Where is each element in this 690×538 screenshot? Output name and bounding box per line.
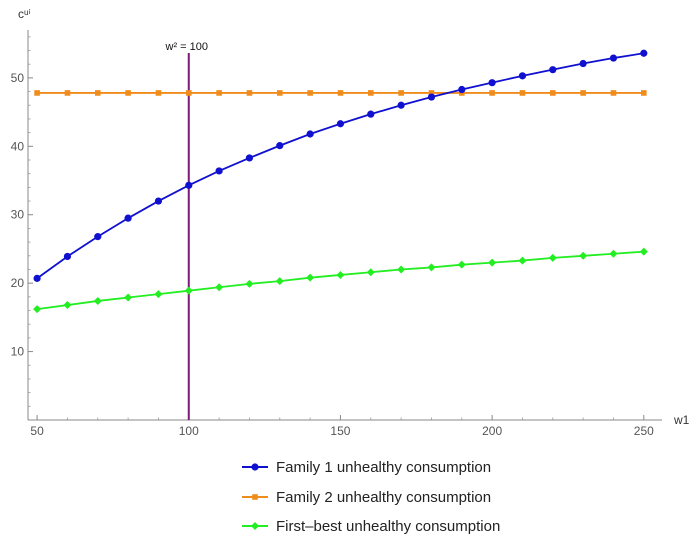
series-1-point [306,130,314,138]
series-2-point [307,90,313,96]
series-2-point [640,90,647,96]
x-tick-label: 100 [179,424,199,438]
series-2 [34,90,647,96]
series-3-point [33,305,42,314]
legend-swatch-marker-1 [251,463,259,471]
series-2-point [489,90,495,96]
y-tick-label: 50 [11,71,25,85]
series-3-point [306,273,315,282]
legend-swatch-marker-3 [251,522,259,530]
series-group [33,49,648,314]
series-2-point [64,90,71,96]
series-1-point [518,72,527,80]
series-3-point [366,268,375,277]
series-3-point [63,301,72,310]
series-3-point [488,258,497,267]
axes: 50 100 150 200 250 10 20 30 40 50 w1 cᵘⁱ [11,7,690,438]
series-2-point [185,90,192,96]
series-3-point [457,260,466,269]
series-1-point [458,85,466,94]
series-1 [33,49,648,282]
series-3-point [579,251,588,260]
series-2-point [519,90,526,96]
x-tick-label: 250 [634,424,654,438]
series-1-line [36,52,644,280]
x-tick-label: 200 [482,424,502,438]
series-2-point [155,90,162,96]
series-1-point [640,49,648,57]
series-3-point [548,253,557,262]
series-3-point [336,270,345,279]
y-tick-label: 30 [11,208,25,222]
y-tick-label: 10 [11,345,25,359]
series-1-point [215,167,223,175]
series-2-point [549,90,556,96]
series-1-point [367,110,375,118]
series-3-point [275,277,284,286]
x-axis-label: w1 [673,413,690,427]
annotations: w² = 100 [165,41,209,420]
legend-entry-3: First–best unhealthy consumption [276,518,500,535]
series-2-point [125,90,131,96]
series-1-point [94,233,102,241]
series-1-point [276,142,284,150]
series-3-point [184,286,193,295]
series-2-point [246,90,253,96]
series-3-point [93,296,102,305]
series-1-point [397,101,405,109]
series-3-point [639,247,648,256]
series-1-point [549,66,557,74]
y-axis-label: cᵘⁱ [18,7,31,21]
y-tick-label: 20 [11,276,25,290]
series-2-point [34,90,40,96]
series-1-point [185,181,193,189]
series-3-point [154,290,163,299]
series-3-point [427,263,436,272]
series-2-point [610,90,617,96]
series-2-point [398,90,404,96]
series-1-point [427,93,436,101]
series-1-point [336,120,345,128]
series-1-point [488,79,496,87]
series-3-point [518,256,527,265]
series-2-point [276,90,283,96]
series-1-point [609,54,618,62]
series-3-point [245,279,254,288]
series-2-point [580,90,586,96]
x-tick-label: 150 [330,424,350,438]
legend-entry-2: Family 2 unhealthy consumption [276,489,491,506]
series-1-point [245,154,254,162]
series-2-point [337,90,344,96]
legend-entry-1: Family 1 unhealthy consumption [276,459,491,476]
series-2-point [428,90,435,96]
legend: Family 1 unhealthy consumption Family 2 u… [242,459,500,535]
series-1-point [154,197,163,205]
series-1-point [33,274,41,282]
series-2-point [216,90,222,96]
series-3-point [609,249,618,258]
series-3-point [124,293,133,302]
series-1-point [63,252,72,261]
series-2-point [367,90,374,96]
vline-label: w² = 100 [165,41,209,53]
x-tick-label: 50 [30,424,44,438]
legend-swatch-marker-2 [252,494,258,500]
series-1-point [124,214,132,222]
series-3-point [215,283,224,292]
series-3-point [397,265,406,274]
series-2-point [94,90,101,96]
series-3 [33,247,648,314]
y-tick-label: 40 [11,139,25,153]
series-1-point [579,59,587,68]
